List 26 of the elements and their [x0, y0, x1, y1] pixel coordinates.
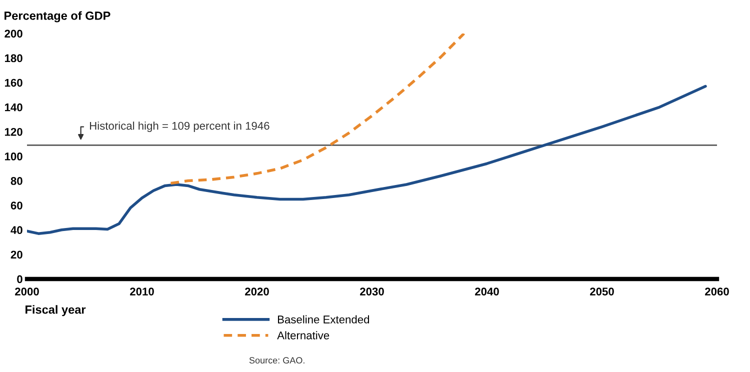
- y-tick-label: 20: [10, 250, 22, 259]
- legend-label: Alternative: [277, 331, 330, 340]
- x-tick-label: 2040: [475, 288, 499, 296]
- x-tick-label: 2020: [245, 288, 269, 296]
- x-tick-label: 2050: [590, 288, 614, 296]
- y-tick-label: 140: [4, 103, 22, 112]
- x-tick-label: 2010: [130, 288, 154, 296]
- y-tick-label: 40: [10, 226, 22, 234]
- y-tick-label: 100: [4, 152, 22, 160]
- line-series: [169, 33, 466, 185]
- x-tick-label: 2060: [705, 288, 729, 296]
- line-series: [27, 84, 707, 235]
- y-tick-label: 120: [4, 128, 22, 136]
- y-tick-label: 0: [17, 275, 22, 284]
- ref-line-label: Historical high = 109 percent in 1946: [90, 122, 270, 132]
- y-tick-label: 80: [10, 177, 22, 185]
- y-tick-label: 180: [4, 54, 22, 62]
- y-tick-label: 60: [10, 202, 22, 210]
- x-tick-label: 2000: [15, 288, 39, 296]
- legend-label: Baseline Extended: [278, 315, 370, 324]
- x-axis-title: Fiscal year: [26, 305, 86, 316]
- y-axis-title: Percentage of GDP: [4, 11, 110, 22]
- source-note: Source: GAO.: [249, 357, 304, 364]
- y-tick-label: 200: [4, 30, 22, 38]
- y-tick-label: 160: [4, 78, 22, 87]
- x-tick-label: 2030: [360, 288, 384, 296]
